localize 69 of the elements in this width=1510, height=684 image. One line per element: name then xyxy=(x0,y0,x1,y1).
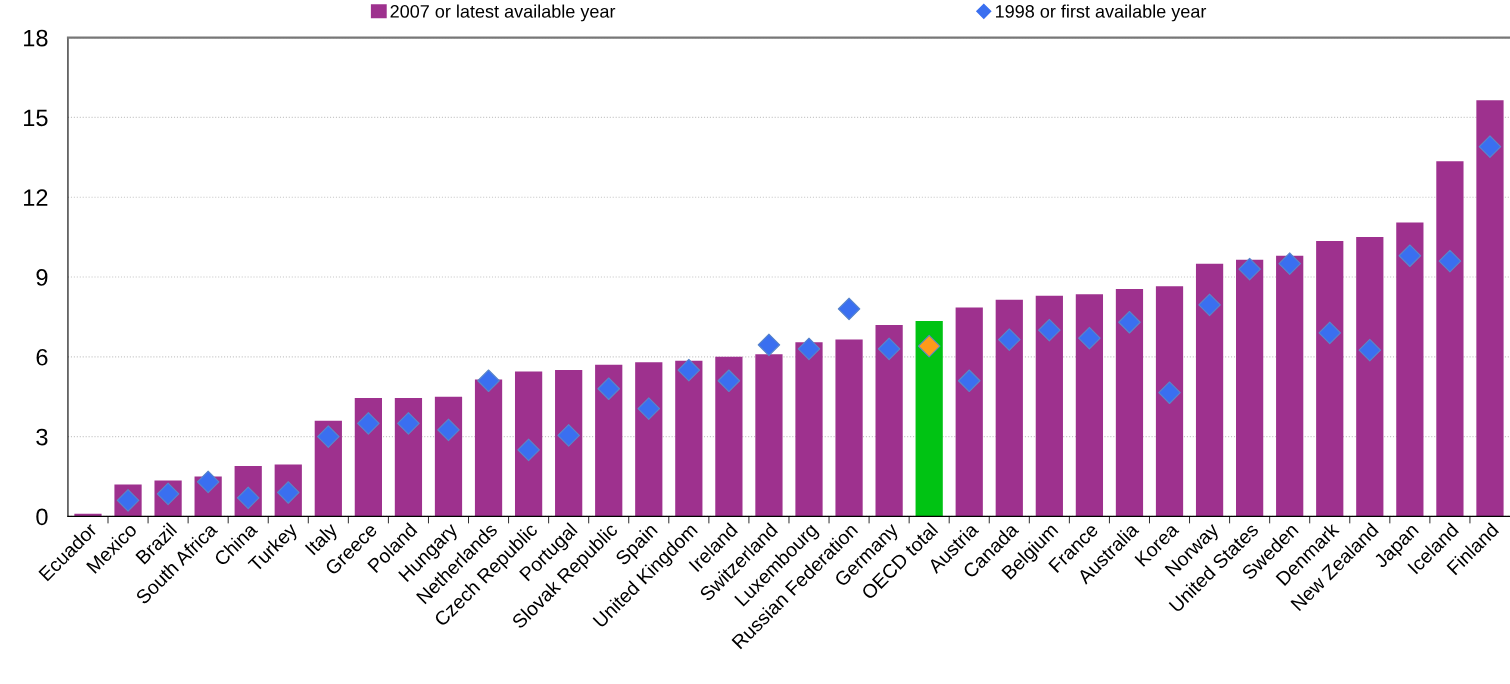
point xyxy=(957,369,981,393)
bar xyxy=(1115,288,1144,517)
point xyxy=(877,337,901,361)
point xyxy=(1318,321,1342,345)
point xyxy=(997,328,1021,351)
point xyxy=(437,418,460,442)
bar xyxy=(635,362,663,517)
bar xyxy=(715,356,743,517)
bar xyxy=(555,370,583,517)
point xyxy=(1478,135,1502,158)
bar xyxy=(1075,294,1104,517)
point xyxy=(397,412,420,435)
point xyxy=(477,369,500,393)
bar xyxy=(1276,255,1304,517)
bar xyxy=(354,398,382,517)
point xyxy=(917,334,941,358)
bar xyxy=(995,299,1023,517)
point xyxy=(317,425,340,448)
bar xyxy=(474,379,503,517)
point xyxy=(637,397,661,421)
point xyxy=(517,438,540,462)
bar xyxy=(1155,286,1184,517)
y-tick-label: 3 xyxy=(36,428,48,446)
bar xyxy=(434,396,463,517)
y-tick-label: 0 xyxy=(36,508,48,526)
bar xyxy=(915,320,943,517)
bar xyxy=(1035,295,1063,517)
y-tick-label: 9 xyxy=(36,269,48,286)
bar xyxy=(1476,100,1504,517)
point xyxy=(1238,257,1261,281)
point xyxy=(196,470,220,494)
point xyxy=(557,423,580,447)
bar xyxy=(1316,241,1344,517)
y-tick-label: 6 xyxy=(36,348,48,366)
bar xyxy=(755,354,783,517)
bar xyxy=(394,398,423,517)
point xyxy=(757,333,781,357)
point xyxy=(1438,249,1462,273)
bar xyxy=(955,307,983,517)
y-tick-label: 15 xyxy=(24,109,48,127)
point xyxy=(717,369,741,393)
point xyxy=(597,377,621,401)
point xyxy=(1078,326,1101,350)
bar xyxy=(1356,237,1384,517)
point xyxy=(357,412,380,435)
point xyxy=(677,358,701,382)
bar xyxy=(595,364,623,517)
bar xyxy=(1236,259,1264,517)
point xyxy=(837,297,861,321)
legend-label: 2007 or latest available year xyxy=(390,4,616,22)
bar xyxy=(795,342,823,517)
bar xyxy=(875,324,903,517)
bar xyxy=(1436,161,1464,517)
point xyxy=(797,337,821,361)
bar xyxy=(1195,263,1224,517)
bar xyxy=(675,360,703,517)
point xyxy=(1398,244,1422,268)
point xyxy=(1358,338,1382,362)
point xyxy=(1278,252,1302,276)
point xyxy=(1118,310,1141,334)
y-tick-label: 12 xyxy=(24,189,48,206)
bar xyxy=(835,339,863,517)
point xyxy=(1038,318,1061,342)
bar xyxy=(1396,222,1424,517)
bar xyxy=(514,371,543,517)
legend-label: 1998 or first available year xyxy=(996,4,1207,22)
y-tick-label: 18 xyxy=(24,29,48,47)
point xyxy=(1158,381,1181,405)
point xyxy=(1198,293,1221,317)
